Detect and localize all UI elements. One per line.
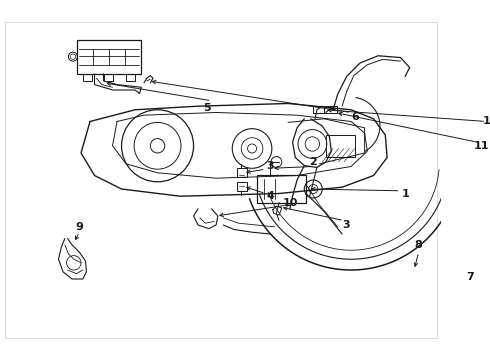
Text: 2: 2 [309, 157, 317, 167]
Bar [237, 182, 246, 191]
Bar [76, 40, 141, 74]
Text: 7: 7 [466, 272, 474, 282]
Text: 8: 8 [415, 240, 422, 250]
Text: 4: 4 [266, 191, 274, 201]
Bar [324, 106, 337, 113]
Bar [237, 168, 246, 177]
Bar [126, 74, 135, 81]
Text: 11: 11 [474, 141, 490, 151]
Bar [326, 135, 355, 157]
Text: 9: 9 [75, 222, 83, 232]
Bar [83, 74, 92, 81]
Text: 5: 5 [203, 103, 211, 113]
Bar [257, 175, 306, 203]
Text: 3: 3 [343, 220, 350, 230]
Text: 6: 6 [352, 112, 360, 122]
Bar [313, 106, 324, 113]
Text: 3: 3 [266, 162, 274, 171]
Text: 10: 10 [282, 198, 297, 207]
Bar [104, 74, 113, 81]
Text: 1: 1 [401, 189, 409, 198]
Text: 12: 12 [483, 117, 490, 126]
